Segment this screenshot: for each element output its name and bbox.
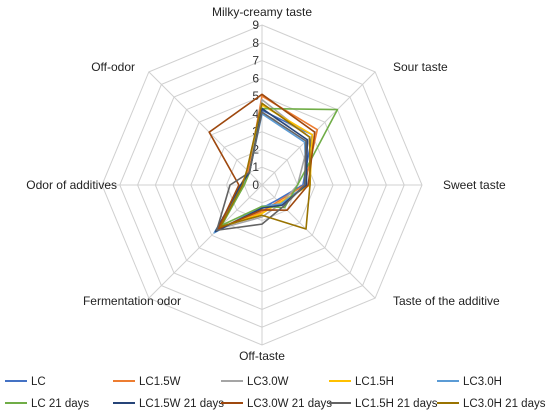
spoke-5 xyxy=(148,184,263,299)
legend-label-lc1-5h-21-days: LC1.5H 21 days xyxy=(355,398,438,410)
tick-label-9: 9 xyxy=(252,18,259,32)
legend: LC LC1.5W LC3.0W LC1.5H LC3.0H LC 21 days LC1.… xyxy=(5,376,546,410)
axis-label-odor-of-additives: Odor of additives xyxy=(26,178,117,192)
spoke-7 xyxy=(148,71,263,186)
legend-label-lc-21-days: LC 21 days xyxy=(31,398,89,410)
tick-label-2: 2 xyxy=(252,142,259,156)
legend-label-lc1-5w-21-days: LC1.5W 21 days xyxy=(139,398,224,410)
axis-labels: Milky-creamy taste Sour taste Sweet taste T… xyxy=(26,5,506,363)
series-line-lc1-5w-21-days xyxy=(214,107,309,233)
spoke-1 xyxy=(261,71,376,186)
legend-label-lc3-0w-21-days: LC3.0W 21 days xyxy=(247,398,332,410)
tick-label-0: 0 xyxy=(252,178,259,192)
legend-label-lc3-0h-21-days: LC3.0H 21 days xyxy=(463,398,546,410)
series-line-lc3-0w-21-days xyxy=(208,93,316,230)
tick-label-8: 8 xyxy=(252,36,259,50)
tick-label-6: 6 xyxy=(252,71,259,85)
series-line-lc1-5h-21-days xyxy=(215,111,307,232)
axis-label-fermentation-odor: Fermentation odor xyxy=(83,294,181,308)
series-line-lc3-0h-21-days xyxy=(219,102,311,230)
axis-label-milky-creamy-taste: Milky-creamy taste xyxy=(212,5,312,19)
axis-label-sweet-taste: Sweet taste xyxy=(443,178,506,192)
axis-label-taste-of-the-additive: Taste of the additive xyxy=(393,294,500,308)
radar-spokes xyxy=(102,25,422,345)
axis-label-off-taste: Off-taste xyxy=(239,349,285,363)
series-line-lc-21-days xyxy=(220,107,339,227)
tick-label-1: 1 xyxy=(252,160,259,174)
radar-series-group xyxy=(208,93,339,234)
legend-label-lc1-5w: LC1.5W xyxy=(139,376,181,388)
axis-label-off-odor: Off-odor xyxy=(91,60,135,74)
tick-label-7: 7 xyxy=(252,54,259,68)
tick-label-5: 5 xyxy=(252,89,259,103)
legend-label-lc1-5h: LC1.5H xyxy=(355,376,394,388)
axis-label-sour-taste: Sour taste xyxy=(393,60,448,74)
legend-label-lc3-0w: LC3.0W xyxy=(247,376,289,388)
tick-label-4: 4 xyxy=(252,107,259,121)
legend-label-lc: LC xyxy=(31,376,46,388)
legend-label-lc3-0h: LC3.0H xyxy=(463,376,502,388)
spoke-3 xyxy=(261,184,376,299)
